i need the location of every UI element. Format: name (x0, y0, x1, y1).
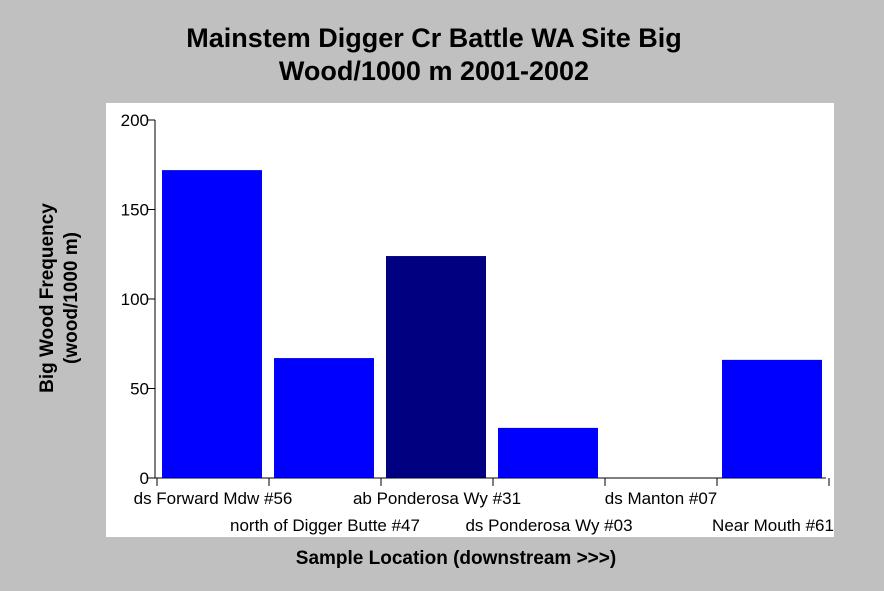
bar-0 (162, 170, 262, 478)
y-tick-label-0: 0 (140, 469, 149, 488)
x-tick-label-5: Near Mouth #61 (712, 516, 834, 535)
chart-title-line-2: Wood/1000 m 2001-2002 (278, 56, 590, 86)
bar-1 (274, 358, 374, 478)
y-tick-label-1: 50 (130, 380, 149, 399)
bar-3 (498, 427, 598, 478)
x-tick-label-4: ds Manton #07 (605, 489, 717, 508)
y-tick-label-4: 200 (121, 111, 149, 130)
x-axis-label: Sample Location (downstream >>>) (295, 548, 617, 569)
bar-5 (722, 359, 822, 478)
x-tick-label-3: ds Ponderosa Wy #03 (465, 516, 632, 535)
x-tick-label-2: ab Ponderosa Wy #31 (353, 489, 521, 508)
y-tick-label-2: 100 (121, 290, 149, 309)
chart-title: Mainstem Digger Cr Battle WA Site Big Wo… (0, 22, 868, 88)
y-tick-label-3: 150 (121, 201, 149, 220)
x-tick-label-0: ds Forward Mdw #56 (134, 489, 293, 508)
x-tick-label-1: north of Digger Butte #47 (230, 516, 420, 535)
chart-title-line-1: Mainstem Digger Cr Battle WA Site Big (186, 23, 682, 53)
bar-2 (386, 256, 486, 478)
